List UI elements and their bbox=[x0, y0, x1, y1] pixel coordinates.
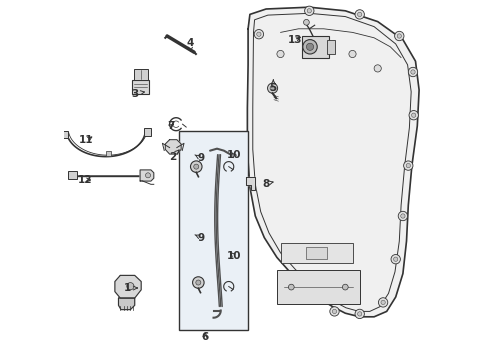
Text: 9: 9 bbox=[195, 153, 204, 163]
Text: 10: 10 bbox=[226, 251, 241, 261]
Circle shape bbox=[329, 307, 339, 316]
Bar bbox=[179, 131, 247, 330]
Circle shape bbox=[373, 65, 381, 72]
Text: 8: 8 bbox=[262, 179, 272, 189]
Circle shape bbox=[190, 161, 202, 172]
Bar bbox=[276, 270, 359, 304]
Circle shape bbox=[400, 214, 404, 218]
Circle shape bbox=[342, 284, 347, 290]
Circle shape bbox=[380, 300, 385, 305]
Circle shape bbox=[408, 111, 418, 120]
Bar bbox=[326, 40, 335, 54]
Circle shape bbox=[269, 86, 275, 91]
Circle shape bbox=[288, 284, 294, 290]
Circle shape bbox=[411, 113, 415, 117]
Circle shape bbox=[195, 280, 201, 285]
Circle shape bbox=[394, 31, 403, 41]
Circle shape bbox=[357, 12, 361, 17]
Circle shape bbox=[348, 50, 355, 58]
Bar bbox=[68, 171, 77, 179]
Text: 4: 4 bbox=[186, 38, 194, 51]
Circle shape bbox=[403, 161, 412, 170]
Circle shape bbox=[357, 312, 361, 316]
Text: 11: 11 bbox=[79, 135, 93, 145]
Text: 3: 3 bbox=[131, 89, 144, 99]
Text: 1: 1 bbox=[123, 283, 137, 293]
Circle shape bbox=[256, 32, 261, 36]
Bar bbox=[106, 152, 111, 156]
Bar bbox=[132, 80, 149, 94]
Circle shape bbox=[410, 70, 414, 74]
Text: 7: 7 bbox=[167, 121, 174, 131]
Text: 12: 12 bbox=[78, 175, 92, 185]
Circle shape bbox=[145, 173, 150, 178]
Text: 6: 6 bbox=[201, 332, 208, 342]
Bar bbox=[280, 243, 352, 263]
Bar bbox=[302, 36, 328, 58]
Polygon shape bbox=[118, 298, 134, 310]
Bar bbox=[143, 129, 151, 136]
Circle shape bbox=[306, 43, 313, 50]
Circle shape bbox=[354, 309, 364, 319]
Circle shape bbox=[332, 309, 336, 314]
Circle shape bbox=[312, 43, 320, 50]
Circle shape bbox=[354, 10, 364, 19]
Circle shape bbox=[390, 255, 400, 264]
Polygon shape bbox=[246, 177, 255, 190]
Polygon shape bbox=[165, 140, 181, 154]
Text: 13: 13 bbox=[287, 35, 302, 45]
Circle shape bbox=[126, 283, 134, 290]
Circle shape bbox=[254, 30, 263, 39]
Circle shape bbox=[267, 83, 277, 93]
Circle shape bbox=[302, 40, 317, 54]
Circle shape bbox=[276, 50, 284, 58]
Text: 10: 10 bbox=[226, 150, 241, 160]
Circle shape bbox=[192, 277, 203, 288]
Circle shape bbox=[306, 9, 311, 13]
Circle shape bbox=[378, 298, 387, 307]
Circle shape bbox=[193, 164, 199, 169]
Polygon shape bbox=[140, 170, 153, 181]
Text: 9: 9 bbox=[195, 233, 204, 243]
Circle shape bbox=[393, 257, 397, 261]
Circle shape bbox=[397, 211, 407, 221]
Text: 5: 5 bbox=[269, 80, 276, 93]
Bar bbox=[133, 69, 148, 80]
Circle shape bbox=[396, 34, 401, 38]
Circle shape bbox=[304, 6, 313, 15]
Circle shape bbox=[303, 19, 309, 25]
Polygon shape bbox=[247, 7, 418, 317]
Bar bbox=[305, 247, 326, 259]
Polygon shape bbox=[115, 275, 141, 298]
Circle shape bbox=[406, 163, 409, 168]
Text: 2: 2 bbox=[168, 150, 179, 162]
Circle shape bbox=[407, 67, 417, 77]
Bar bbox=[61, 131, 67, 138]
